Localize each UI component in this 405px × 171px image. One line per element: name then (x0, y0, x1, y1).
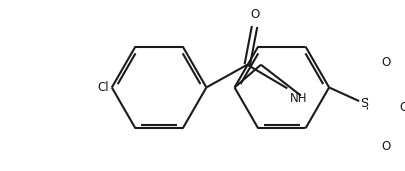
Text: Cl: Cl (98, 81, 109, 94)
Text: O: O (250, 8, 259, 21)
Text: O: O (382, 56, 391, 69)
Text: O: O (382, 140, 391, 153)
Text: NH: NH (290, 92, 307, 105)
Text: S: S (360, 97, 368, 110)
Text: Cl: Cl (399, 101, 405, 114)
